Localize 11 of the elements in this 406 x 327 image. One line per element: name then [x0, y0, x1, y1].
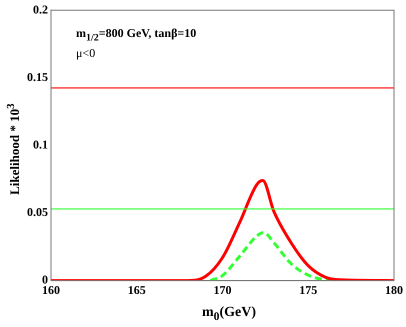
y-tick-label: 0.15: [27, 70, 48, 84]
x-tick-label: 180: [385, 282, 403, 297]
x-tick-label: 165: [128, 282, 146, 297]
y-tick-label: 0.05: [27, 205, 48, 220]
x-tick-label: 170: [214, 282, 232, 297]
x-axis-title: m$_{0}$(GeV): [200, 305, 258, 323]
y-tick-label: 0.2: [33, 2, 48, 16]
annotation: m$_{1/2}$=800 GeV, tanβ=10: [76, 26, 196, 44]
x-tick-label: 175: [299, 282, 318, 297]
y-tick-label: 0.1: [33, 137, 48, 152]
annotation: μ<0: [76, 46, 96, 61]
